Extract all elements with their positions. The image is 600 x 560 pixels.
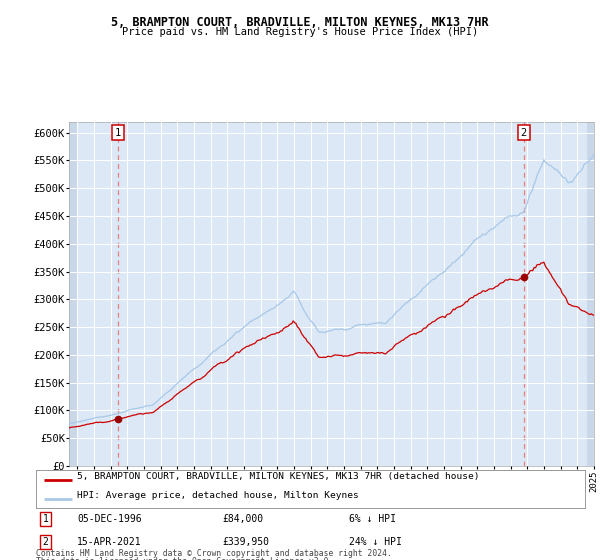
Text: 15-APR-2021: 15-APR-2021 xyxy=(77,536,142,547)
Text: 1: 1 xyxy=(115,128,121,138)
Text: £339,950: £339,950 xyxy=(223,536,269,547)
Text: 5, BRAMPTON COURT, BRADVILLE, MILTON KEYNES, MK13 7HR (detached house): 5, BRAMPTON COURT, BRADVILLE, MILTON KEY… xyxy=(77,472,479,481)
Text: 1: 1 xyxy=(43,514,49,524)
Text: This data is licensed under the Open Government Licence v3.0.: This data is licensed under the Open Gov… xyxy=(36,557,334,560)
Text: 2: 2 xyxy=(43,536,49,547)
Text: 6% ↓ HPI: 6% ↓ HPI xyxy=(349,514,396,524)
Text: 2: 2 xyxy=(521,128,527,138)
Text: HPI: Average price, detached house, Milton Keynes: HPI: Average price, detached house, Milt… xyxy=(77,491,359,500)
Text: 05-DEC-1996: 05-DEC-1996 xyxy=(77,514,142,524)
Text: Contains HM Land Registry data © Crown copyright and database right 2024.: Contains HM Land Registry data © Crown c… xyxy=(36,549,392,558)
Bar xyxy=(69,122,78,466)
Bar xyxy=(587,122,594,466)
Text: £84,000: £84,000 xyxy=(223,514,264,524)
Text: 24% ↓ HPI: 24% ↓ HPI xyxy=(349,536,402,547)
Text: 5, BRAMPTON COURT, BRADVILLE, MILTON KEYNES, MK13 7HR: 5, BRAMPTON COURT, BRADVILLE, MILTON KEY… xyxy=(111,16,489,29)
Text: Price paid vs. HM Land Registry's House Price Index (HPI): Price paid vs. HM Land Registry's House … xyxy=(122,27,478,37)
